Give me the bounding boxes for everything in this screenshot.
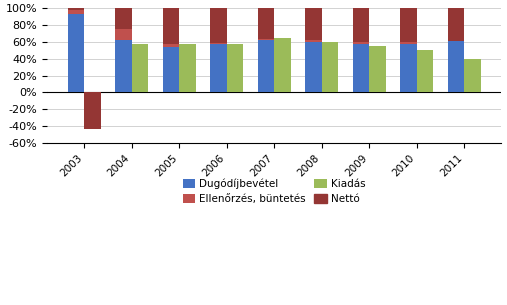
Bar [369,46,386,92]
Bar [417,50,433,92]
Bar [163,47,179,92]
Bar [464,59,481,92]
Bar [115,40,132,92]
Bar [305,8,321,40]
Bar [115,8,132,29]
Legend: Dugódíjbevétel, Ellenőrzés, büntetés, Kiadás, Nettó: Dugódíjbevétel, Ellenőrzés, büntetés, Ki… [178,174,370,209]
Bar [258,8,274,39]
Bar [163,8,179,44]
Bar [305,42,321,92]
Bar [258,39,274,40]
Bar [352,44,369,92]
Bar [258,40,274,92]
Bar [132,45,149,92]
Bar [321,42,338,92]
Bar [67,10,84,14]
Bar [115,29,132,40]
Bar [210,45,227,92]
Bar [448,41,464,92]
Bar [400,42,417,44]
Bar [210,43,227,45]
Bar [400,44,417,92]
Bar [227,45,243,92]
Bar [352,42,369,44]
Bar [179,45,196,92]
Bar [274,38,291,92]
Bar [352,8,369,42]
Bar [210,8,227,43]
Bar [163,44,179,47]
Bar [400,8,417,42]
Bar [67,8,84,10]
Bar [448,8,464,41]
Bar [67,14,84,92]
Bar [84,92,101,129]
Bar [305,40,321,42]
